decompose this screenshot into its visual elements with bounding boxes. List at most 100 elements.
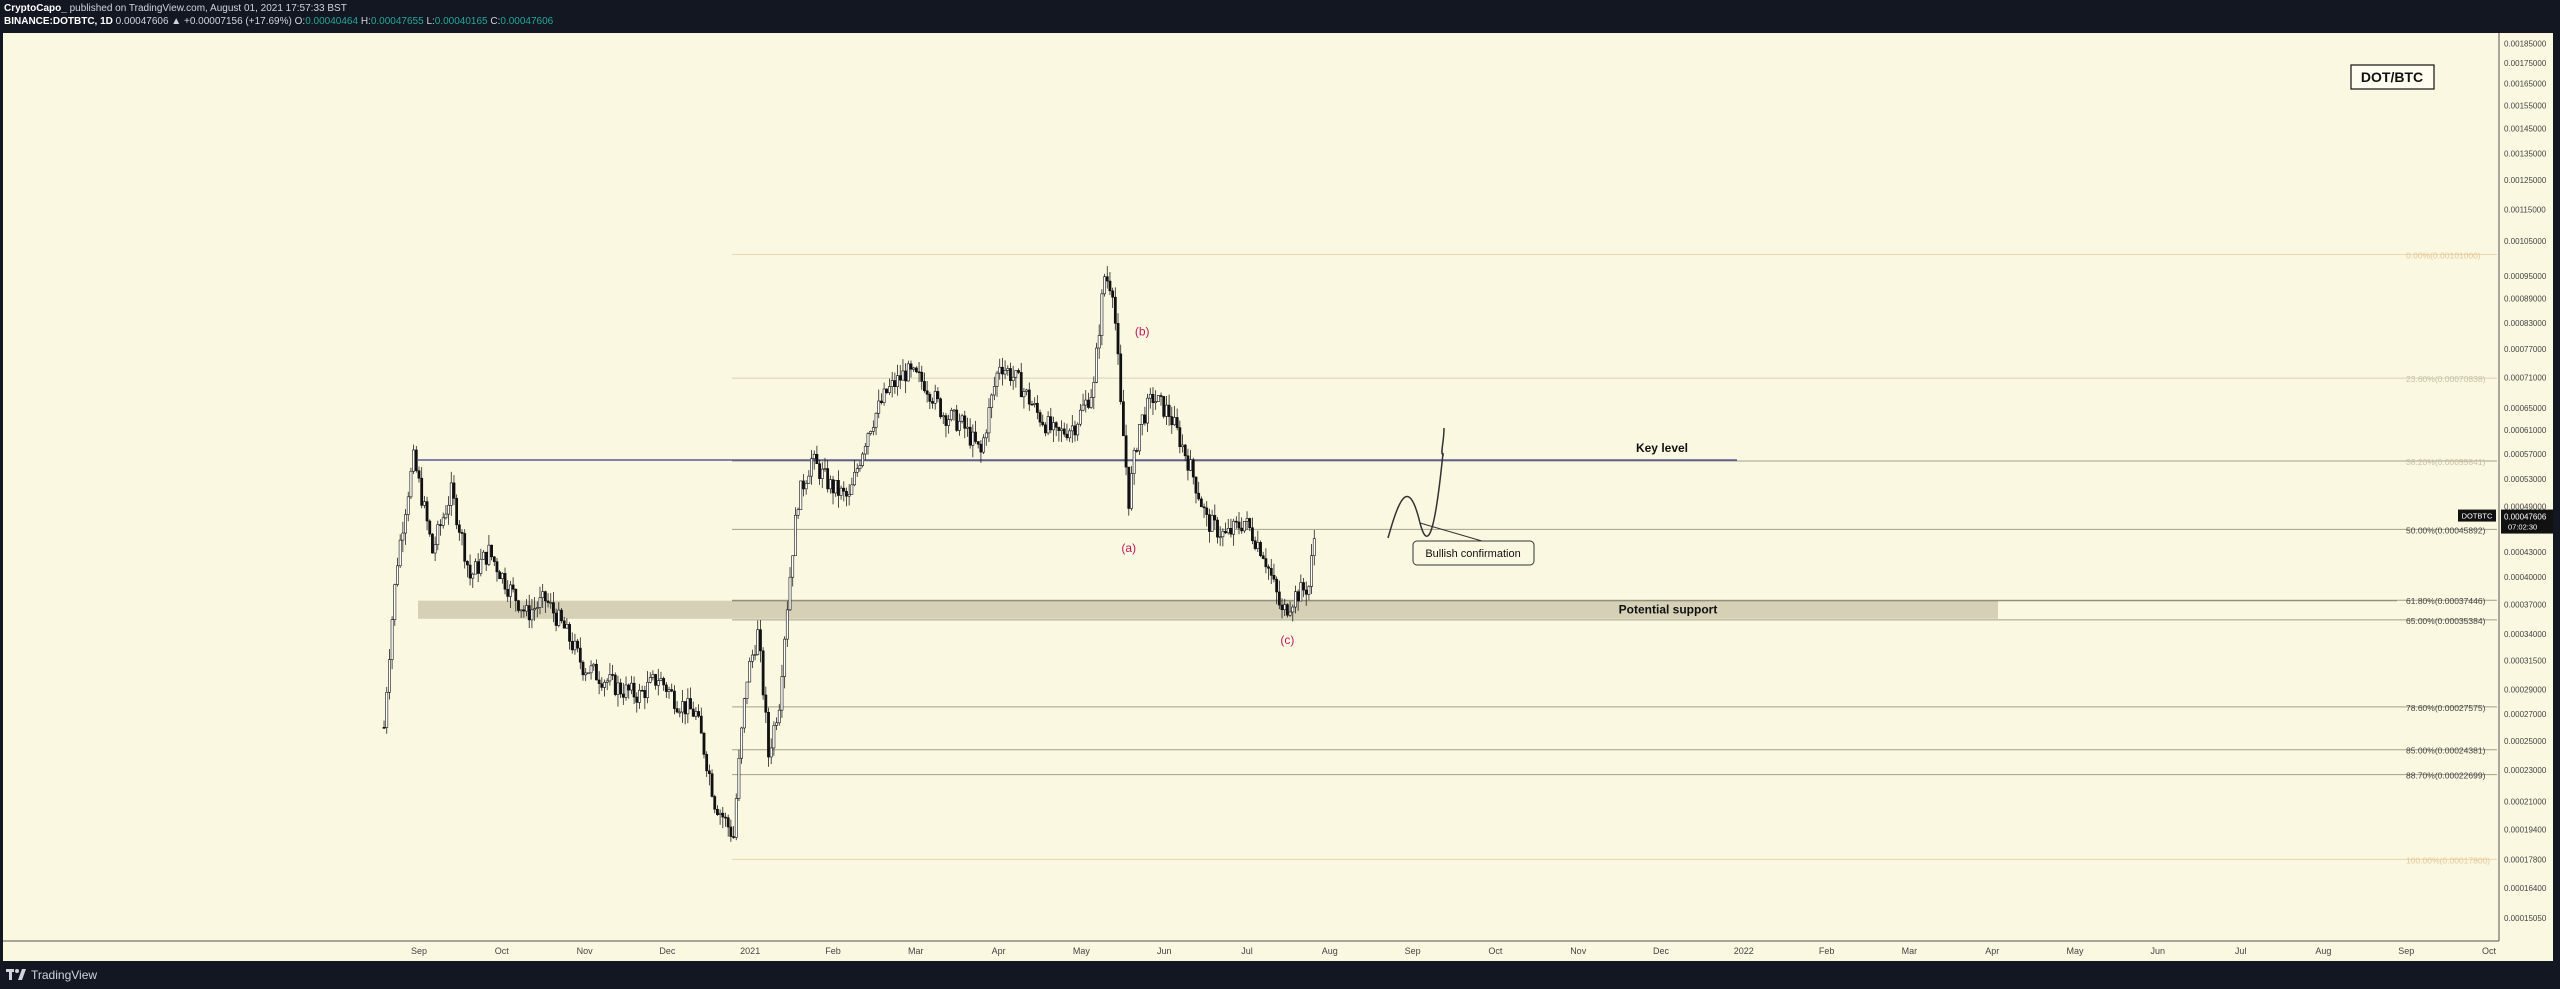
candle [422, 495, 426, 509]
candle [858, 461, 862, 472]
candle [917, 362, 921, 383]
candle-body [476, 561, 480, 574]
candle [847, 484, 851, 506]
candle-body [514, 588, 518, 601]
plot-area[interactable] [3, 33, 2499, 961]
candle-body [837, 480, 840, 496]
candle [393, 583, 397, 626]
candle [861, 452, 865, 468]
candle-body [990, 394, 994, 408]
candle-body [1291, 606, 1295, 613]
price-chart[interactable]: Potential support 0.00%(0.00101000) 23.60… [0, 33, 2560, 961]
candle [1226, 518, 1230, 535]
candle [796, 507, 800, 519]
candle [643, 685, 647, 710]
candle [1197, 481, 1201, 501]
candle [947, 414, 951, 434]
candle-body [562, 620, 566, 629]
candle [608, 663, 612, 686]
candle [1208, 508, 1211, 543]
time-tick-label: Aug [1322, 946, 1338, 956]
candle [1210, 509, 1214, 532]
candle [923, 372, 926, 393]
candle [1175, 408, 1179, 431]
time-tick-label: Mar [908, 946, 924, 956]
candle [689, 687, 692, 710]
candle-body [1146, 397, 1149, 424]
candle-body [1186, 455, 1190, 471]
candle [853, 460, 856, 487]
candle-body [933, 391, 937, 404]
candle-body [957, 420, 961, 431]
candle [603, 679, 606, 697]
fib-level-label: 85.00%(0.00024381) [2406, 746, 2486, 756]
candle [457, 520, 461, 541]
candle [605, 678, 609, 691]
candle-body [1049, 416, 1053, 431]
candle-body [1213, 515, 1217, 521]
candle-body [420, 477, 424, 506]
candle [635, 692, 639, 713]
candle [694, 706, 698, 720]
candle-body [578, 647, 582, 663]
candle-body [605, 680, 609, 683]
candle-body [804, 482, 808, 490]
candle [1025, 388, 1029, 396]
candle [705, 751, 709, 777]
candle-body [1130, 473, 1133, 509]
candle [855, 463, 859, 477]
candle-body [1087, 399, 1090, 408]
candle [624, 676, 628, 701]
candle-body [412, 449, 416, 472]
price-tick-label: 0.00115000 [2504, 205, 2546, 214]
candle [1272, 563, 1276, 583]
candle-body [1194, 476, 1198, 494]
time-tick-label: Nov [1570, 946, 1587, 956]
candle [449, 471, 453, 516]
candle [401, 521, 405, 553]
candle [498, 569, 502, 580]
candle [1259, 540, 1262, 558]
candle-body [611, 674, 614, 676]
candle-body [917, 371, 921, 374]
candle-body [560, 609, 563, 622]
candle [436, 520, 440, 551]
wave-label: (a) [1121, 541, 1136, 555]
candle [565, 618, 569, 629]
symbol-line[interactable]: BINANCE:DOTBTC, 1D [4, 16, 113, 27]
candle-body [767, 711, 770, 758]
candle [1017, 368, 1020, 374]
price-tick-label: 0.00061000 [2504, 426, 2547, 435]
callout-text: Bullish confirmation [1425, 548, 1520, 560]
time-tick-label: Jul [1241, 946, 1253, 956]
candle [385, 686, 389, 734]
candle-body [1173, 417, 1176, 426]
candle-body [640, 689, 644, 692]
candle-body [546, 600, 550, 603]
candle [1022, 387, 1026, 409]
candle-body [858, 465, 862, 470]
candle-body [791, 555, 795, 578]
candle-body [971, 431, 975, 446]
author-name[interactable]: CryptoCapo_ [4, 3, 67, 14]
candle-body [1046, 416, 1050, 434]
candle [420, 467, 424, 509]
tradingview-brand[interactable]: TradingView [6, 968, 97, 982]
candle [629, 675, 633, 695]
candle [820, 462, 824, 489]
candle [514, 588, 518, 612]
candle-body [1076, 423, 1080, 436]
candle-body [750, 654, 754, 662]
candle-body [455, 498, 459, 526]
candle [818, 459, 821, 485]
candle-body [1159, 395, 1163, 397]
price-tick-label: 0.00040000 [2504, 573, 2547, 582]
candle [1049, 407, 1053, 434]
price-axis[interactable] [2499, 33, 2560, 961]
symbol-tag [2458, 509, 2496, 522]
candle [1165, 396, 1168, 426]
candle-body [1162, 396, 1166, 417]
time-tick-label: Jun [2151, 946, 2166, 956]
price-tick-label: 0.00043000 [2504, 548, 2547, 557]
candle [939, 397, 942, 419]
